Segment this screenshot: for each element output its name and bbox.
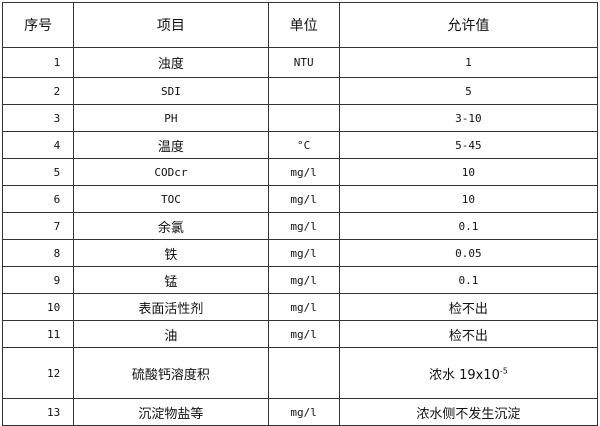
row-item: 油 bbox=[73, 320, 269, 348]
row-number: 2 bbox=[1, 77, 75, 105]
row-item: 余氯 bbox=[73, 212, 269, 240]
row-value: 5 bbox=[338, 77, 599, 105]
row-value: 5-45 bbox=[338, 131, 599, 159]
row-unit: mg/l bbox=[267, 293, 340, 321]
row-item: 铁 bbox=[73, 239, 269, 267]
row-item: SDI bbox=[73, 77, 269, 105]
row-value: 检不出 bbox=[338, 293, 599, 321]
table-row: 4 温度 °C 5-45 bbox=[1, 131, 599, 159]
row-number: 9 bbox=[1, 266, 75, 294]
row-value: 检不出 bbox=[338, 320, 599, 348]
row-number: 4 bbox=[1, 131, 75, 159]
row-unit: mg/l bbox=[267, 320, 340, 348]
row-item: CODcr bbox=[73, 158, 269, 186]
row-number: 6 bbox=[1, 185, 75, 213]
row-number: 12 bbox=[1, 347, 75, 399]
header-item: 项目 bbox=[73, 2, 269, 48]
row-value: 浓水 19x10-5 bbox=[338, 347, 599, 399]
table-row: 5 CODcr mg/l 10 bbox=[1, 158, 599, 186]
row-value: 10 bbox=[338, 158, 599, 186]
table-row: 12 硫酸钙溶度积 浓水 19x10-5 bbox=[1, 347, 599, 399]
table-row: 9 锰 mg/l 0.1 bbox=[1, 266, 599, 294]
table-row: 7 余氯 mg/l 0.1 bbox=[1, 212, 599, 240]
header-no: 序号 bbox=[1, 2, 75, 48]
exponent: -5 bbox=[499, 366, 508, 376]
row-item: 硫酸钙溶度积 bbox=[73, 347, 269, 399]
row-value: 浓水侧不发生沉淀 bbox=[338, 398, 599, 426]
row-item: TOC bbox=[73, 185, 269, 213]
table-row: 11 油 mg/l 检不出 bbox=[1, 320, 599, 348]
row-number: 5 bbox=[1, 158, 75, 186]
row-item: 温度 bbox=[73, 131, 269, 159]
row-item: 锰 bbox=[73, 266, 269, 294]
row-number: 8 bbox=[1, 239, 75, 267]
row-unit bbox=[267, 77, 340, 105]
row-value: 1 bbox=[338, 47, 599, 78]
row-value: 3-10 bbox=[338, 104, 599, 132]
row-unit: °C bbox=[267, 131, 340, 159]
row-number: 7 bbox=[1, 212, 75, 240]
row-unit bbox=[267, 347, 340, 399]
header-unit: 单位 bbox=[267, 2, 340, 48]
table-row: 2 SDI 5 bbox=[1, 77, 599, 105]
row-unit: mg/l bbox=[267, 212, 340, 240]
row-value: 0.1 bbox=[338, 212, 599, 240]
row-unit: NTU bbox=[267, 47, 340, 78]
header-value: 允许值 bbox=[338, 2, 599, 48]
table-row: 8 铁 mg/l 0.05 bbox=[1, 239, 599, 267]
row-number: 1 bbox=[1, 47, 75, 78]
row-item: 浊度 bbox=[73, 47, 269, 78]
row-value: 10 bbox=[338, 185, 599, 213]
row-unit bbox=[267, 104, 340, 132]
row-unit: mg/l bbox=[267, 239, 340, 267]
row-unit: mg/l bbox=[267, 185, 340, 213]
row-unit: mg/l bbox=[267, 158, 340, 186]
row-value: 0.1 bbox=[338, 266, 599, 294]
row-unit: mg/l bbox=[267, 398, 340, 426]
table-row: 3 PH 3-10 bbox=[1, 104, 599, 132]
table-row: 1 浊度 NTU 1 bbox=[1, 47, 599, 78]
row-value: 0.05 bbox=[338, 239, 599, 267]
row-number: 11 bbox=[1, 320, 75, 348]
row-number: 13 bbox=[1, 398, 75, 426]
row-unit: mg/l bbox=[267, 266, 340, 294]
header-row: 序号 项目 单位 允许值 bbox=[1, 2, 599, 48]
row-item: PH bbox=[73, 104, 269, 132]
row-item: 表面活性剂 bbox=[73, 293, 269, 321]
table-row: 10 表面活性剂 mg/l 检不出 bbox=[1, 293, 599, 321]
row-number: 10 bbox=[1, 293, 75, 321]
row-item: 沉淀物盐等 bbox=[73, 398, 269, 426]
table-row: 6 TOC mg/l 10 bbox=[1, 185, 599, 213]
row-number: 3 bbox=[1, 104, 75, 132]
table-row: 13 沉淀物盐等 mg/l 浓水侧不发生沉淀 bbox=[1, 398, 599, 426]
